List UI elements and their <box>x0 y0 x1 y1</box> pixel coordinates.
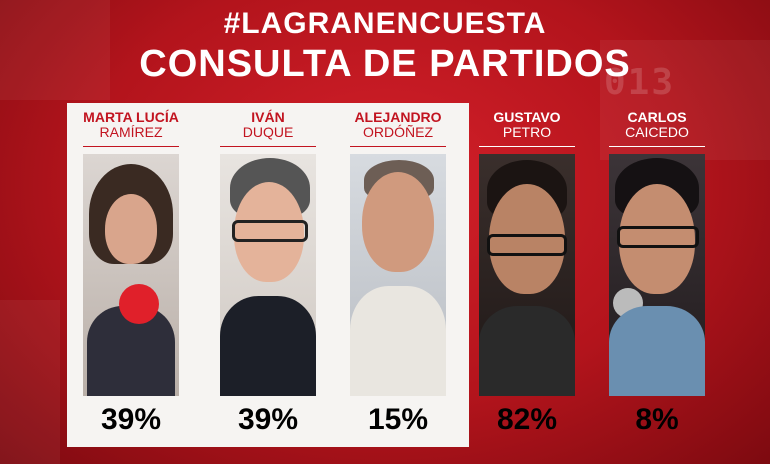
candidate-last-name: CAICEDO <box>625 124 689 140</box>
header: #LAGRANENCUESTA CONSULTA DE PARTIDOS <box>0 6 770 86</box>
background-digits: 013 <box>603 62 675 103</box>
candidate-photo <box>350 154 446 396</box>
page-title: CONSULTA DE PARTIDOS <box>139 43 631 85</box>
name-divider <box>609 146 705 147</box>
candidate-name: MARTA LUCÍA RAMÍREZ <box>83 110 179 140</box>
candidate-percent: 39% <box>237 403 299 436</box>
candidate-card-duque: IVÁN DUQUE <box>220 110 316 396</box>
microphone-icon <box>119 284 159 324</box>
background-tile <box>0 0 110 100</box>
candidate-last-name: ORDÓÑEZ <box>363 124 433 140</box>
candidate-name: ALEJANDRO ORDÓÑEZ <box>350 110 446 140</box>
candidate-photo <box>220 154 316 396</box>
background-tile <box>0 300 60 464</box>
candidate-name: IVÁN DUQUE <box>220 110 316 140</box>
candidate-last-name: DUQUE <box>242 124 294 140</box>
name-divider <box>220 146 316 147</box>
candidate-last-name: PETRO <box>502 124 552 140</box>
glasses-icon <box>232 220 308 242</box>
name-divider <box>479 146 575 147</box>
candidate-percent: 82% <box>496 403 558 436</box>
glasses-icon <box>617 226 699 248</box>
candidate-first-name: IVÁN <box>251 109 285 125</box>
glasses-icon <box>487 234 567 256</box>
candidate-first-name: ALEJANDRO <box>354 109 442 125</box>
candidate-last-name: RAMÍREZ <box>99 124 163 140</box>
candidate-first-name: GUSTAVO <box>493 109 561 125</box>
background-tile <box>600 40 770 160</box>
candidate-name: GUSTAVO PETRO <box>479 110 575 140</box>
candidate-name: CARLOS CAICEDO <box>609 110 705 140</box>
candidate-card-caicedo: CARLOS CAICEDO <box>609 110 705 396</box>
candidate-percent: 8% <box>635 403 679 436</box>
name-divider <box>83 146 179 147</box>
candidate-photo <box>479 154 575 396</box>
candidate-photo <box>83 154 179 396</box>
candidate-percent: 15% <box>367 403 429 436</box>
candidate-card-ordonez: ALEJANDRO ORDÓÑEZ <box>350 110 446 396</box>
candidate-first-name: MARTA LUCÍA <box>83 109 179 125</box>
hashtag-title: #LAGRANENCUESTA <box>223 7 547 40</box>
candidate-card-petro: GUSTAVO PETRO <box>479 110 575 396</box>
candidate-photo <box>609 154 705 396</box>
candidate-percent: 39% <box>100 403 162 436</box>
candidate-card-ramirez: MARTA LUCÍA RAMÍREZ <box>83 110 179 396</box>
name-divider <box>350 146 446 147</box>
candidate-first-name: CARLOS <box>627 109 687 125</box>
